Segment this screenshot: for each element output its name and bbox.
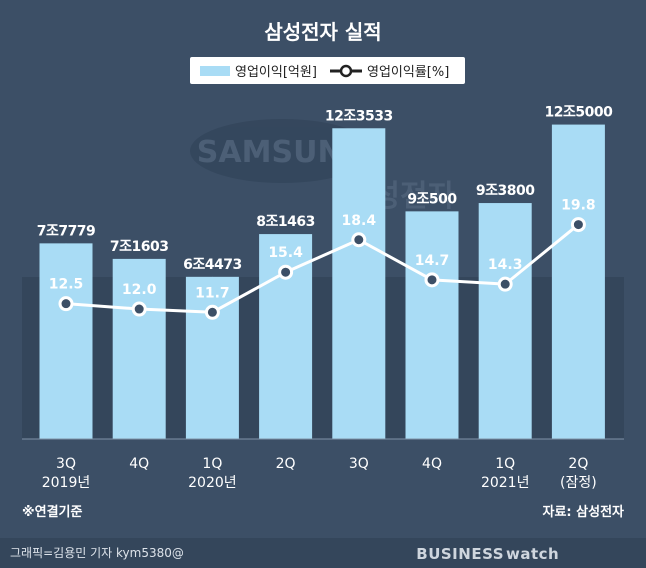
line-point bbox=[497, 276, 513, 292]
line-value-label: 18.4 bbox=[342, 213, 377, 229]
line-point bbox=[278, 264, 294, 280]
bar-series bbox=[39, 124, 605, 440]
line-point bbox=[58, 296, 74, 312]
line-point bbox=[131, 301, 147, 317]
x-tick-year: 2020년 bbox=[188, 475, 237, 491]
line-point bbox=[570, 217, 586, 233]
line-value-label: 15.4 bbox=[268, 245, 303, 261]
bar-value-label: 7조7779 bbox=[37, 223, 96, 239]
legend-bar-label: 영업이익[억원] bbox=[235, 65, 317, 80]
line-path bbox=[65, 223, 580, 314]
bar-value-labels: 7조7779 7조1603 6조4473 8조1463 12조3533 9조500 9조38… bbox=[37, 105, 614, 273]
x-tick-year: 2019년 bbox=[42, 475, 91, 491]
chart-title: 삼성전자 실적 bbox=[264, 20, 381, 44]
watermark-logo-ellipse bbox=[190, 119, 374, 183]
plot-panel bbox=[22, 277, 624, 439]
line-value-label: 14.3 bbox=[488, 257, 523, 273]
line-value-label: 19.8 bbox=[561, 198, 596, 214]
line-value-label: 12.5 bbox=[49, 277, 84, 293]
legend-bar-swatch bbox=[200, 66, 230, 76]
x-tick-quarter: 3Q bbox=[56, 456, 76, 472]
x-tick-year: 2021년 bbox=[481, 475, 530, 491]
line-point bbox=[204, 304, 220, 320]
footer-strip bbox=[0, 538, 646, 568]
source-note: 자료: 삼성전자 bbox=[543, 504, 625, 520]
bar bbox=[551, 124, 605, 440]
bar-value-label: 8조1463 bbox=[256, 214, 315, 230]
x-tick-quarter: 1Q bbox=[495, 456, 515, 472]
bar-value-label: 7조1603 bbox=[110, 239, 169, 255]
x-tick-quarter: 2Q bbox=[568, 456, 588, 472]
x-tick-quarter: 2Q bbox=[276, 456, 296, 472]
bar bbox=[478, 203, 532, 439]
line-value-label: 14.7 bbox=[415, 253, 450, 269]
line-point bbox=[351, 232, 367, 248]
brand-watch: watch bbox=[506, 545, 559, 563]
legend-box bbox=[190, 57, 465, 84]
x-axis-ticks: 3Q 2019년 4Q 1Q 2020년 2Q 3Q 4Q 1Q 2021년 2Q (잠정) bbox=[42, 456, 597, 491]
x-tick-quarter: 4Q bbox=[129, 456, 149, 472]
x-tick-quarter: 1Q bbox=[202, 456, 222, 472]
line-value-label: 12.0 bbox=[122, 282, 157, 298]
basis-note: ※연결기준 bbox=[22, 504, 83, 520]
line-value-label: 11.7 bbox=[195, 285, 230, 301]
legend: 영업이익[억원] 영업이익률[%] bbox=[190, 57, 465, 84]
line-value-labels: 12.5 12.0 11.7 15.4 18.4 14.7 14.3 19.8 bbox=[49, 198, 596, 302]
legend-line-marker bbox=[339, 64, 353, 78]
x-tick-quarter: 4Q bbox=[422, 456, 442, 472]
bar bbox=[112, 258, 166, 439]
brand-business: BUSINESS bbox=[416, 545, 504, 563]
bar bbox=[332, 128, 386, 439]
x-tick-quarter: 3Q bbox=[349, 456, 369, 472]
bar-value-label: 12조3533 bbox=[325, 108, 393, 124]
line-point bbox=[424, 272, 440, 288]
bar bbox=[405, 211, 459, 439]
credit-text: 그래픽=김용민 기자 kym5380@ bbox=[10, 546, 184, 560]
bar bbox=[39, 243, 93, 439]
legend-line-label: 영업이익률[%] bbox=[367, 65, 449, 80]
bar-value-label: 12조5000 bbox=[544, 105, 613, 121]
x-tick-year: (잠정) bbox=[560, 475, 597, 491]
bar-value-label: 9조3800 bbox=[476, 183, 535, 199]
bar-value-label: 6조4473 bbox=[183, 257, 242, 273]
bar-value-label: 9조500 bbox=[407, 191, 457, 207]
line-series bbox=[58, 217, 586, 320]
